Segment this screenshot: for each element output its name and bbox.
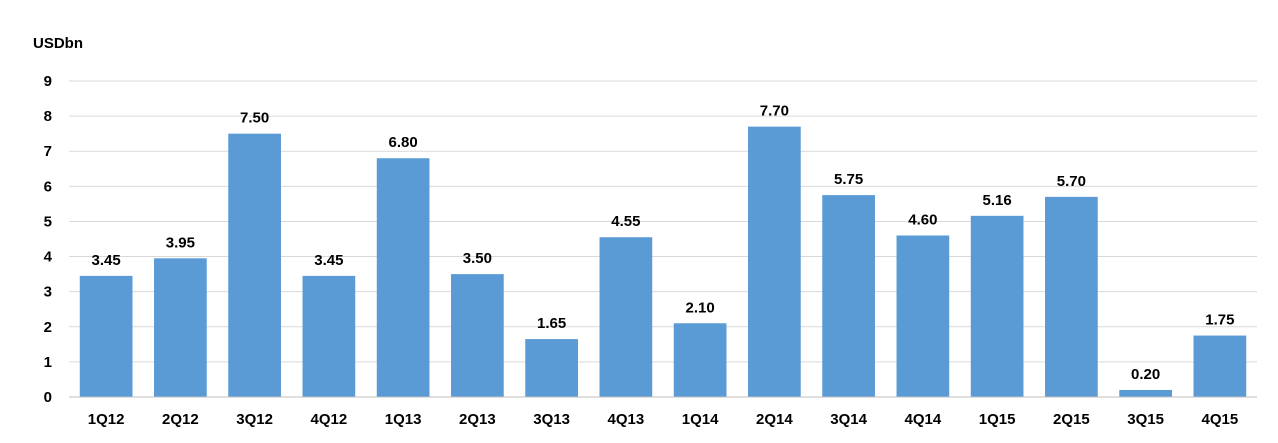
data-label: 1.65 (537, 315, 566, 332)
bar-2Q15 (1045, 196, 1098, 397)
data-label: 7.50 (240, 110, 269, 127)
y-tick-label: 3 (44, 284, 52, 301)
x-category-label: 1Q14 (682, 411, 719, 428)
y-tick-label: 9 (44, 73, 52, 90)
x-category-label: 4Q12 (311, 411, 348, 428)
y-tick-label: 1 (44, 354, 52, 371)
x-category-label: 4Q13 (608, 411, 645, 428)
y-tick-label: 4 (44, 249, 53, 266)
bar-1Q15 (970, 215, 1024, 397)
bar-4Q14 (896, 235, 950, 397)
bar-4Q13 (599, 237, 653, 397)
data-labels: 3.45 3.95 7.50 3.45 6.80 3.50 1.65 4.55 2.10 7.70… (92, 103, 1235, 383)
x-category-label: 4Q14 (905, 411, 942, 428)
x-category-label: 4Q15 (1202, 411, 1239, 428)
x-category-label: 2Q15 (1053, 411, 1090, 428)
data-label: 7.70 (760, 103, 789, 120)
bar-4Q15 (1193, 335, 1247, 397)
data-label: 3.95 (166, 234, 195, 251)
x-axis-categories: 1Q12 2Q12 3Q12 4Q12 1Q13 2Q13 3Q13 4Q13 1Q14 2Q14… (88, 411, 1238, 428)
data-label: 3.50 (463, 250, 492, 267)
bar-3Q13 (525, 339, 578, 397)
x-category-label: 3Q12 (236, 411, 273, 428)
data-label: 4.55 (611, 213, 640, 230)
y-tick-label: 5 (44, 213, 52, 230)
y-tick-label: 8 (44, 108, 52, 125)
y-tick-label: 6 (44, 178, 52, 195)
y-unit-label: USDbn (33, 35, 83, 52)
data-label: 0.20 (1131, 366, 1160, 383)
data-label: 5.16 (983, 192, 1012, 209)
data-label: 3.45 (92, 252, 121, 269)
bar-4Q12 (302, 275, 356, 397)
x-category-label: 1Q13 (385, 411, 422, 428)
bar-2Q14 (748, 126, 801, 398)
y-tick-label: 7 (44, 143, 52, 160)
data-label: 5.75 (834, 171, 863, 188)
x-category-label: 1Q12 (88, 411, 125, 428)
y-axis-ticks: 0 1 2 3 4 5 6 7 8 9 (44, 73, 53, 406)
data-label: 1.75 (1205, 312, 1234, 329)
x-category-label: 3Q13 (533, 411, 570, 428)
x-category-label: 2Q13 (459, 411, 496, 428)
bar-1Q12 (79, 275, 133, 397)
bars (79, 126, 1247, 398)
bar-3Q12 (228, 133, 281, 397)
data-label: 6.80 (389, 134, 418, 151)
x-category-label: 3Q14 (830, 411, 867, 428)
x-category-label: 3Q15 (1127, 411, 1164, 428)
bar-1Q14 (673, 323, 727, 397)
x-category-label: 2Q12 (162, 411, 199, 428)
bar-2Q12 (154, 258, 207, 397)
bar-2Q13 (451, 274, 504, 397)
y-tick-label: 2 (44, 319, 52, 336)
y-tick-label: 0 (44, 389, 52, 406)
bar-3Q15 (1119, 389, 1172, 397)
x-category-label: 2Q14 (756, 411, 793, 428)
bar-3Q14 (822, 195, 875, 397)
data-label: 5.70 (1057, 173, 1086, 190)
x-category-label: 1Q15 (979, 411, 1016, 428)
data-label: 4.60 (908, 211, 937, 228)
data-label: 2.10 (686, 299, 715, 316)
data-label: 3.45 (314, 252, 343, 269)
bar-1Q13 (376, 158, 430, 397)
